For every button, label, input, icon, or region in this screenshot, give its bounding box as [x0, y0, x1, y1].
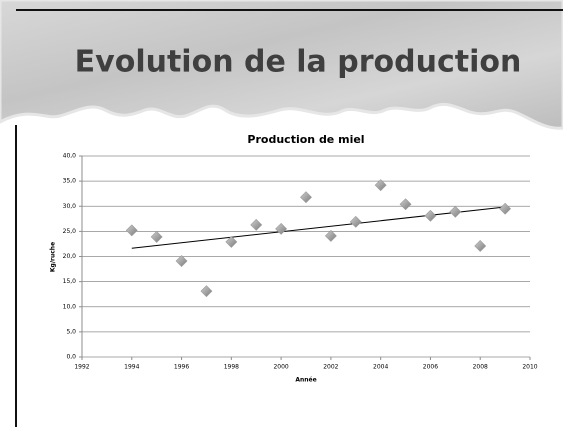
x-tick-label: 2004 — [373, 364, 388, 371]
x-axis-label: Année — [295, 377, 316, 384]
y-tick-label: 35,0 — [63, 178, 77, 185]
y-tick-label: 0,0 — [66, 354, 76, 361]
x-tick-label: 1992 — [74, 364, 89, 371]
x-tick-label: 2006 — [423, 364, 438, 371]
chart-title: Production de miel — [247, 133, 364, 146]
slide-title: Evolution de la production — [75, 45, 522, 80]
x-tick-label: 2000 — [273, 364, 288, 371]
slide: Evolution de la production Production de… — [0, 0, 563, 427]
x-tick-label: 2002 — [323, 364, 338, 371]
x-tick-label: 2008 — [473, 364, 488, 371]
y-tick-label: 20,0 — [63, 253, 77, 260]
y-tick-label: 30,0 — [63, 203, 77, 210]
x-tick-label: 2010 — [522, 364, 537, 371]
y-tick-label: 5,0 — [66, 328, 76, 335]
x-tick-label: 1998 — [224, 364, 239, 371]
y-tick-label: 40,0 — [63, 153, 77, 160]
y-axis-label: Kg/ruche — [50, 242, 57, 272]
x-tick-label: 1994 — [124, 364, 139, 371]
x-tick-label: 1996 — [174, 364, 189, 371]
y-tick-label: 15,0 — [63, 278, 77, 285]
y-tick-label: 10,0 — [63, 303, 77, 310]
y-tick-label: 25,0 — [63, 228, 77, 235]
